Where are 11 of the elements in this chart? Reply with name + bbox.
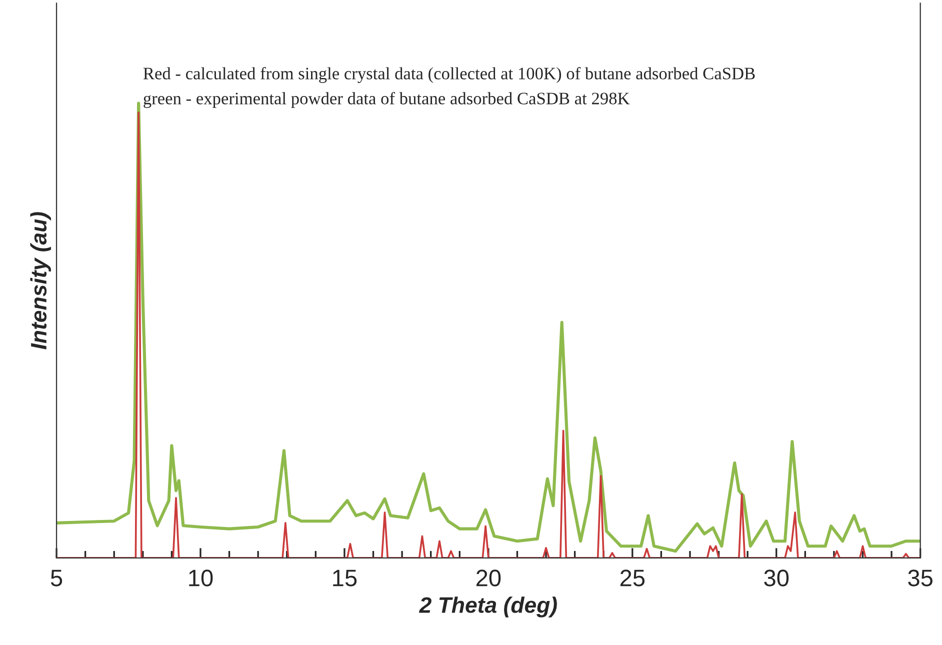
annotation: green - experimental powder data of butane adsorbed CaSDB at 298K [144,92,630,108]
text: Red - calculated from single crystal data (collected at 100K) of butane adsorbed CaSDB [143,67,755,83]
x-tick-label: 25 [620,570,645,586]
y-axis-title: Intensity (au) [30,212,51,350]
x-tick-label: 10 [189,570,213,586]
x-tick-label: 30 [764,570,789,586]
x-tick-label: 5 [50,570,62,586]
x-axis-title: 2 Theta (deg) [418,596,557,618]
x-tick-label: 20 [476,570,501,586]
x-tick-label: 35 [908,570,932,586]
x-tick-label: 15 [333,570,357,586]
